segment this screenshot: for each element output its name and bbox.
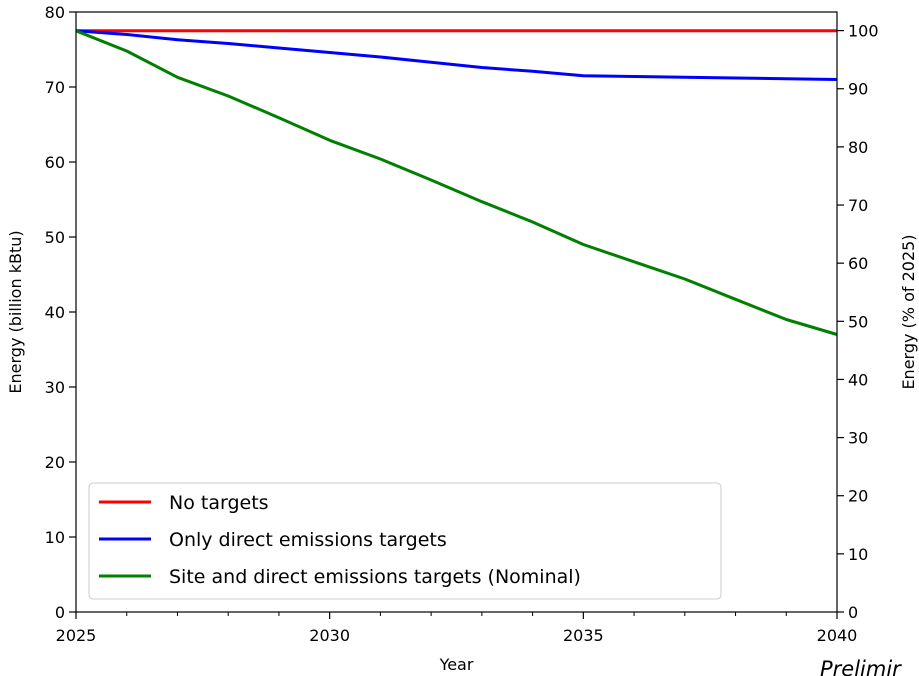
y-tick-label: 40 <box>45 303 65 322</box>
legend-label-1: No targets <box>169 492 269 514</box>
y-right-tick-label: 20 <box>848 487 868 506</box>
y-right-tick-label: 40 <box>848 370 868 389</box>
y-right-tick-label: 50 <box>848 312 868 331</box>
y-tick-label: 20 <box>45 453 65 472</box>
x-axis-title: Year <box>439 655 474 674</box>
y-tick-label: 50 <box>45 228 65 247</box>
series-line-3 <box>75 29 838 336</box>
legend-box <box>88 482 722 600</box>
y-tick-label: 70 <box>45 78 65 97</box>
y-right-tick-label: 0 <box>848 603 858 622</box>
legend-label-2: Only direct emissions targets <box>169 529 447 551</box>
x-axis: 2025 2030 2035 2040 <box>56 612 858 645</box>
y-right-tick-label: 100 <box>848 22 879 41</box>
y-right-tick-label: 70 <box>848 196 868 215</box>
y-right-tick-label: 90 <box>848 80 868 99</box>
y-right-tick-label: 30 <box>848 429 868 448</box>
x-tick-label: 2035 <box>563 626 604 645</box>
y-axis-title-left: Energy (billion kBtu) <box>6 230 25 393</box>
y-axis-left: 0 10 20 30 40 50 60 70 80 <box>45 3 76 622</box>
y-right-tick-label: 80 <box>848 138 868 157</box>
y-axis-title-right: Energy (% of 2025) <box>899 234 918 389</box>
legend: No targets Only direct emissions targets S… <box>88 482 722 600</box>
legend-label-3: Site and direct emissions targets (Nomin… <box>169 566 581 588</box>
y-right-tick-label: 60 <box>848 254 868 273</box>
x-tick-label: 2025 <box>56 626 97 645</box>
y-right-tick-label: 10 <box>848 545 868 564</box>
y-tick-label: 80 <box>45 3 65 22</box>
y-tick-label: 60 <box>45 153 65 172</box>
y-tick-label: 30 <box>45 378 65 397</box>
x-tick-label: 2040 <box>817 626 858 645</box>
series-lines <box>75 29 838 336</box>
y-tick-label: 10 <box>45 528 65 547</box>
watermark-text: Prelimir <box>820 657 902 676</box>
y-tick-label: 0 <box>55 603 65 622</box>
x-tick-label: 2030 <box>309 626 350 645</box>
y-axis-right: 0 10 20 30 40 50 60 70 80 90 100 <box>837 22 879 622</box>
series-line-2 <box>75 29 838 81</box>
